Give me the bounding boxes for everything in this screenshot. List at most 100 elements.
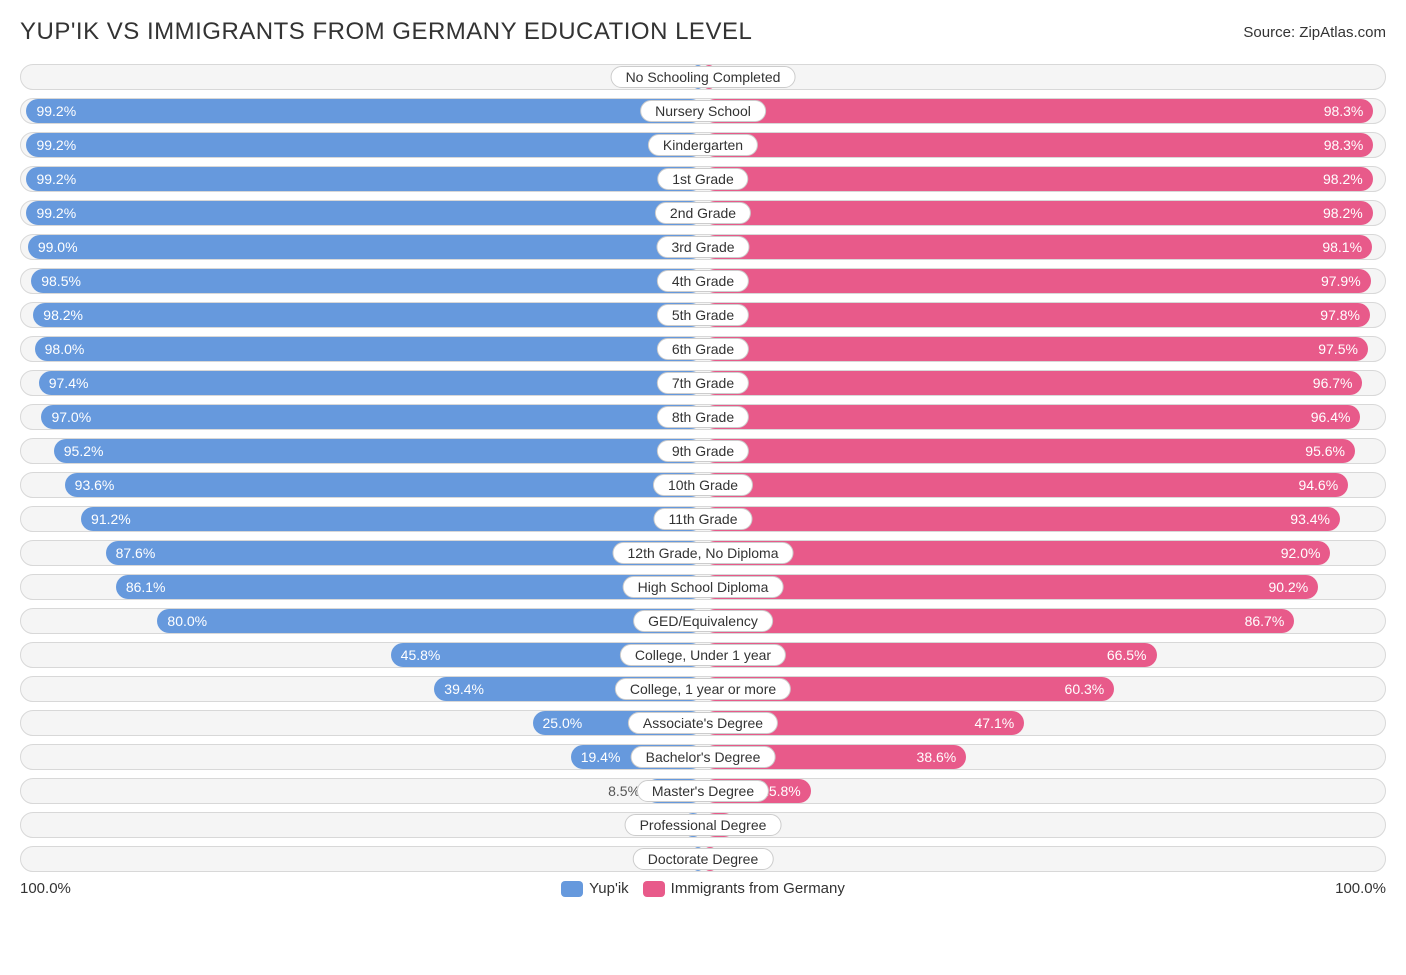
row-category-label: 7th Grade (657, 372, 749, 394)
bar-right-value: 92.0% (1281, 545, 1321, 561)
bar-right-value: 93.4% (1290, 511, 1330, 527)
legend-swatch-right (643, 881, 665, 897)
bar-left: 95.2% (54, 439, 703, 463)
bar-right-value: 95.6% (1305, 443, 1345, 459)
bar-right-value: 60.3% (1065, 681, 1105, 697)
bar-right-value: 98.3% (1324, 137, 1364, 153)
bar-left-value: 97.0% (51, 409, 91, 425)
bar-row: 99.2% 98.2%2nd Grade (20, 200, 1386, 226)
source-link[interactable]: ZipAtlas.com (1299, 24, 1386, 41)
bar-left: 98.0% (35, 337, 703, 361)
row-category-label: College, 1 year or more (615, 678, 791, 700)
bar-left: 86.1% (116, 575, 703, 599)
row-category-label: 1st Grade (657, 168, 748, 190)
bar-row: 80.0%86.7%GED/Equivalency (20, 608, 1386, 634)
bar-left-value: 99.2% (36, 205, 76, 221)
legend-item-left: Yup'ik (561, 880, 629, 897)
bar-right-value: 97.9% (1321, 273, 1361, 289)
bar-right: 90.2% (703, 575, 1318, 599)
legend: Yup'ik Immigrants from Germany (561, 880, 845, 897)
bar-right: 98.3% (703, 133, 1373, 157)
bar-right: 97.5% (703, 337, 1368, 361)
row-category-label: Kindergarten (648, 134, 758, 156)
bar-right: 95.6% (703, 439, 1355, 463)
bar-right-value: 98.1% (1322, 239, 1362, 255)
bar-left-value: 98.2% (43, 307, 83, 323)
row-category-label: 5th Grade (657, 304, 749, 326)
bar-right: 86.7% (703, 609, 1294, 633)
bar-right: 96.7% (703, 371, 1362, 395)
bar-row: 87.6% 92.0% 12th Grade, No Diploma (20, 540, 1386, 566)
bar-right: 93.4% (703, 507, 1340, 531)
bar-row: 97.4% 96.7% 7th Grade (20, 370, 1386, 396)
legend-item-right: Immigrants from Germany (643, 880, 845, 897)
bar-row: 25.0%47.1%Associate's Degree (20, 710, 1386, 736)
bar-right-value: 86.7% (1245, 613, 1285, 629)
bar-left-value: 86.1% (126, 579, 166, 595)
bar-row: 99.2% 98.3% Kindergarten (20, 132, 1386, 158)
row-category-label: 6th Grade (657, 338, 749, 360)
bar-left: 91.2% (81, 507, 703, 531)
row-category-label: Professional Degree (625, 814, 782, 836)
row-category-label: Master's Degree (637, 780, 769, 802)
source-attribution: Source: ZipAtlas.com (1243, 24, 1386, 41)
bar-row: 45.8%66.5%College, Under 1 year (20, 642, 1386, 668)
bar-left: 93.6% (65, 473, 703, 497)
bar-right: 97.8% (703, 303, 1370, 327)
bar-row: 2.9%4.9%Professional Degree (20, 812, 1386, 838)
right-axis-max: 100.0% (1335, 880, 1386, 897)
chart-footer: 100.0% Yup'ik Immigrants from Germany 10… (20, 880, 1386, 897)
bar-left-value: 19.4% (581, 749, 621, 765)
bar-left-value: 8.5% (585, 783, 640, 799)
bar-row: 1.3%2.1%Doctorate Degree (20, 846, 1386, 872)
bar-right: 98.2% (703, 201, 1373, 225)
bar-row: 91.2%93.4%11th Grade (20, 506, 1386, 532)
chart-title: YUP'IK VS IMMIGRANTS FROM GERMANY EDUCAT… (20, 18, 752, 46)
row-category-label: Doctorate Degree (633, 848, 774, 870)
bar-left: 98.5% (31, 269, 703, 293)
row-category-label: Bachelor's Degree (631, 746, 776, 768)
bar-left: 99.2% (26, 201, 703, 225)
row-category-label: Associate's Degree (628, 712, 778, 734)
bar-left-value: 99.2% (36, 103, 76, 119)
bar-left-value: 95.2% (64, 443, 104, 459)
row-category-label: 12th Grade, No Diploma (613, 542, 794, 564)
bar-row: 97.0%96.4%8th Grade (20, 404, 1386, 430)
bar-left-value: 98.5% (41, 273, 81, 289)
legend-swatch-left (561, 881, 583, 897)
bar-right-value: 66.5% (1107, 647, 1147, 663)
bar-right: 96.4% (703, 405, 1360, 429)
bar-left-value: 39.4% (444, 681, 484, 697)
bar-row: 98.0%97.5%6th Grade (20, 336, 1386, 362)
bar-row: 98.5% 97.9% 4th Grade (20, 268, 1386, 294)
bar-left: 99.2% (26, 99, 703, 123)
bar-left: 99.2% (26, 167, 703, 191)
bar-right: 97.9% (703, 269, 1371, 293)
bar-right-value: 90.2% (1268, 579, 1308, 595)
bar-right: 98.2% (703, 167, 1373, 191)
source-prefix: Source: (1243, 24, 1299, 41)
bar-left-value: 97.4% (49, 375, 89, 391)
bar-left-value: 93.6% (75, 477, 115, 493)
bar-row: 99.0%98.1%3rd Grade (20, 234, 1386, 260)
bar-left-value: 87.6% (116, 545, 156, 561)
bar-left: 80.0% (157, 609, 703, 633)
row-category-label: 9th Grade (657, 440, 749, 462)
bar-row: 1.2%1.8%No Schooling Completed (20, 64, 1386, 90)
row-category-label: 4th Grade (657, 270, 749, 292)
bar-right: 98.3% (703, 99, 1373, 123)
chart-area: 1.2%1.8%No Schooling Completed 99.2% 98.3%… (20, 64, 1386, 872)
bar-left-value: 25.0% (543, 715, 583, 731)
bar-left-value: 91.2% (91, 511, 131, 527)
bar-row: 8.5%15.8%Master's Degree (20, 778, 1386, 804)
row-category-label: 2nd Grade (655, 202, 751, 224)
bar-right-value: 96.7% (1313, 375, 1353, 391)
chart-header: YUP'IK VS IMMIGRANTS FROM GERMANY EDUCAT… (20, 18, 1386, 46)
bar-left-value: 99.2% (36, 137, 76, 153)
bar-right-value: 98.2% (1323, 171, 1363, 187)
bar-left-value: 99.2% (36, 171, 76, 187)
bar-row: 99.2% 98.3%Nursery School (20, 98, 1386, 124)
row-category-label: Nursery School (640, 100, 766, 122)
bar-left: 99.0% (28, 235, 703, 259)
bar-row: 86.1%90.2%High School Diploma (20, 574, 1386, 600)
